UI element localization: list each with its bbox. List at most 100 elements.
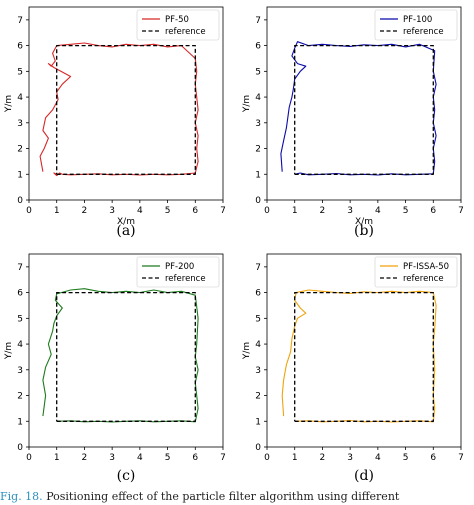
y-axis-label: Y/m (4, 95, 14, 113)
y-tick-label: 4 (255, 340, 261, 350)
y-tick-label: 3 (17, 366, 23, 376)
legend-label: PF-ISSA-50 (403, 262, 449, 272)
y-axis-label: Y/m (4, 342, 14, 360)
x-tick-label: 2 (82, 206, 88, 216)
y-tick-label: 2 (255, 392, 261, 402)
panel-1: 0 1 2 3 4 5 6 7 0 1 2 3 4 5 6 7 X/m Y/m PF-100 reference (b) (242, 6, 464, 239)
figure-caption-text: Positioning effect of the particle filte… (46, 490, 400, 503)
x-tick-label: 1 (292, 206, 298, 216)
panel-label: (b) (354, 223, 374, 239)
y-tick-label: 3 (17, 119, 23, 129)
y-tick-label: 6 (17, 289, 23, 299)
series-line-reference (56, 44, 196, 175)
y-tick-label: 7 (17, 16, 23, 26)
y-tick-label: 4 (17, 93, 23, 103)
x-tick-label: 5 (403, 206, 409, 216)
x-tick-label: 4 (137, 206, 143, 216)
legend-label: PF-50 (165, 15, 189, 25)
y-tick-label: 5 (255, 67, 261, 77)
x-tick-label: 6 (192, 206, 198, 216)
y-tick-label: 5 (17, 67, 23, 77)
legend-label: reference (165, 27, 206, 37)
x-tick-label: 4 (375, 206, 381, 216)
x-tick-label: 6 (430, 206, 436, 216)
series-line-reference (294, 44, 434, 175)
y-tick-label: 2 (17, 392, 23, 402)
y-axis-label: Y/m (242, 95, 252, 113)
legend-label: reference (403, 274, 444, 284)
y-tick-label: 0 (255, 443, 261, 453)
legend-box (136, 256, 220, 288)
panel-label: (d) (354, 468, 374, 484)
y-tick-label: 6 (255, 42, 261, 52)
y-tick-label: 1 (255, 170, 261, 180)
x-tick-label: 7 (220, 453, 226, 463)
x-tick-label: 6 (430, 453, 436, 463)
y-tick-label: 1 (17, 170, 23, 180)
x-tick-label: 7 (458, 206, 464, 216)
legend: PF-100 reference (374, 9, 458, 41)
y-tick-label: 7 (255, 16, 261, 26)
x-tick-label: 5 (403, 453, 409, 463)
legend-label: PF-100 (403, 15, 432, 25)
x-tick-label: 4 (137, 453, 143, 463)
x-tick-label: 3 (109, 206, 115, 216)
y-tick-label: 3 (255, 366, 261, 376)
x-tick-label: 4 (375, 453, 381, 463)
legend-box (136, 9, 220, 41)
x-tick-label: 5 (165, 453, 171, 463)
x-axis-label: X/m (355, 217, 373, 227)
panels-root: 0 1 2 3 4 5 6 7 0 1 2 3 4 5 6 7 X/m Y/m PF-50 reference (a) 0… (4, 6, 464, 484)
y-tick-label: 3 (255, 119, 261, 129)
y-tick-label: 0 (255, 196, 261, 206)
y-tick-label: 2 (255, 145, 261, 155)
legend-label: reference (403, 27, 444, 37)
figure-number: Fig. 18. (0, 490, 43, 503)
panel-label: (a) (116, 223, 135, 239)
x-tick-label: 2 (82, 453, 88, 463)
panel-3: 0 1 2 3 4 5 6 7 0 1 2 3 4 5 6 7 Y/m PF-ISSA-50 reference (d… (242, 253, 464, 484)
y-tick-label: 6 (255, 289, 261, 299)
legend: PF-200 reference (136, 256, 220, 288)
x-tick-label: 0 (26, 453, 32, 463)
legend-box (374, 9, 458, 41)
figure-caption: Fig. 18. Positioning effect of the parti… (0, 490, 474, 505)
x-axis-label: X/m (117, 217, 135, 227)
panel-0: 0 1 2 3 4 5 6 7 0 1 2 3 4 5 6 7 X/m Y/m PF-50 reference (a) (4, 6, 226, 239)
legend: PF-ISSA-50 reference (374, 256, 458, 288)
y-tick-label: 4 (17, 340, 23, 350)
x-tick-label: 0 (264, 206, 270, 216)
x-tick-label: 6 (192, 453, 198, 463)
y-tick-label: 0 (17, 196, 23, 206)
x-tick-label: 7 (220, 206, 226, 216)
x-tick-label: 2 (320, 453, 326, 463)
x-tick-label: 3 (347, 206, 353, 216)
legend-label: PF-200 (165, 262, 194, 272)
y-axis-label: Y/m (242, 342, 252, 360)
x-tick-label: 1 (54, 206, 60, 216)
x-tick-label: 3 (347, 453, 353, 463)
y-tick-label: 1 (17, 417, 23, 427)
legend: PF-50 reference (136, 9, 220, 41)
y-tick-label: 4 (255, 93, 261, 103)
x-tick-label: 2 (320, 206, 326, 216)
legend-label: reference (165, 274, 206, 284)
series-line-reference (56, 291, 196, 422)
y-tick-label: 7 (17, 263, 23, 273)
x-tick-label: 0 (264, 453, 270, 463)
x-tick-label: 1 (292, 453, 298, 463)
y-tick-label: 5 (255, 314, 261, 324)
x-tick-label: 5 (165, 206, 171, 216)
y-tick-label: 2 (17, 145, 23, 155)
x-tick-label: 0 (26, 206, 32, 216)
panel-label: (c) (117, 468, 136, 484)
x-tick-label: 7 (458, 453, 464, 463)
x-tick-label: 1 (54, 453, 60, 463)
y-tick-label: 1 (255, 417, 261, 427)
y-tick-label: 5 (17, 314, 23, 324)
y-tick-label: 7 (255, 263, 261, 273)
series-line-reference (294, 291, 434, 422)
y-tick-label: 0 (17, 443, 23, 453)
legend-box (374, 256, 458, 288)
